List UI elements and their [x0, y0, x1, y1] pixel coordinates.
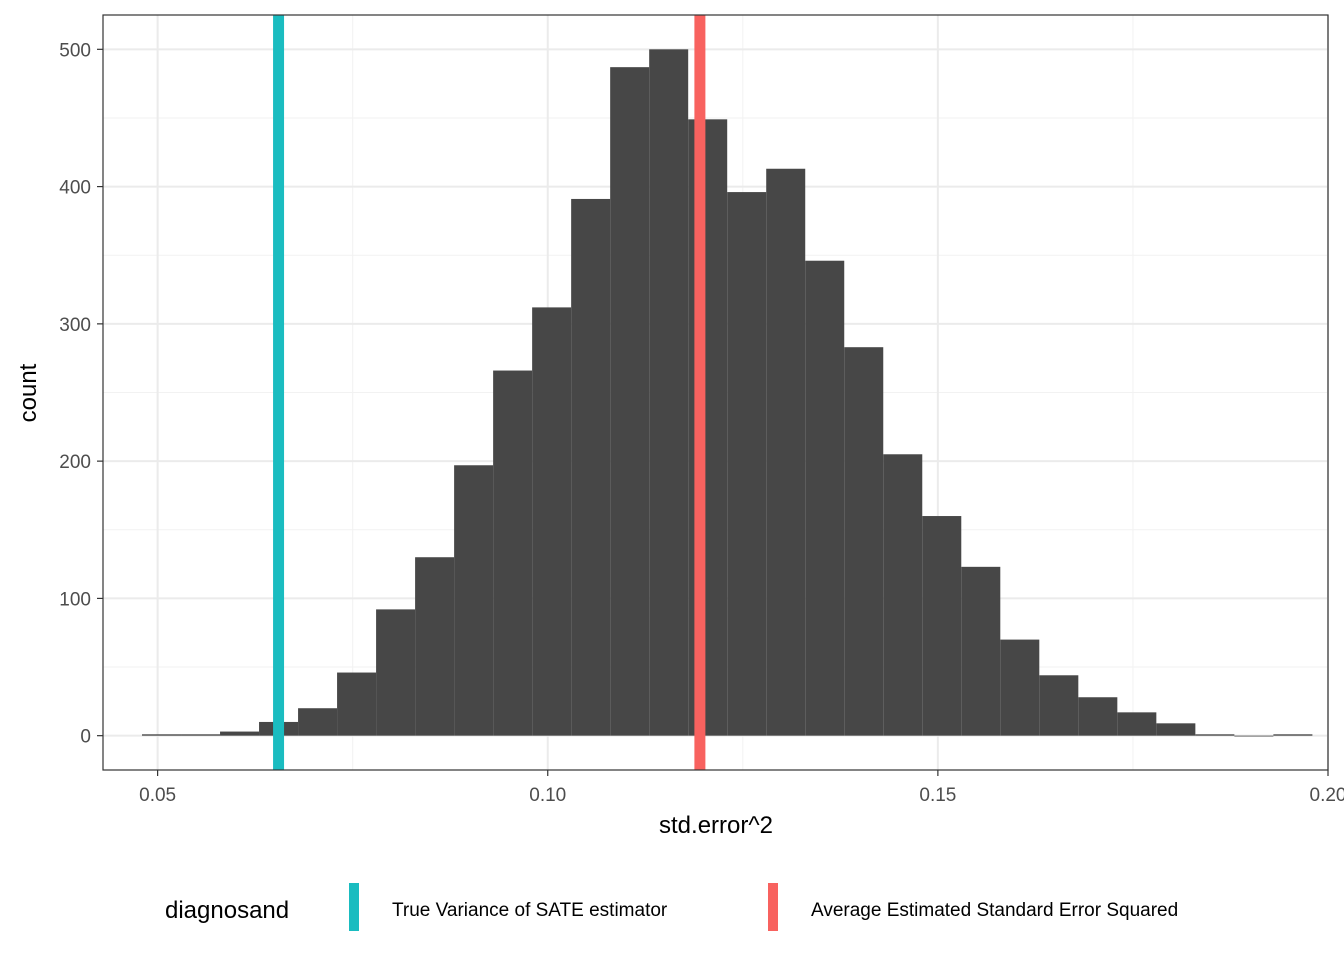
- reference-lines: [273, 15, 706, 770]
- y-tick-label: 0: [80, 727, 91, 748]
- x-tick-label: 0.20: [1310, 785, 1344, 806]
- x-tick-label: 0.15: [919, 785, 956, 806]
- histogram-bar: [1117, 712, 1157, 736]
- x-axis-ticks: 0.05 0.10 0.15 0.20: [139, 770, 1344, 806]
- y-tick-label: 300: [59, 315, 91, 336]
- histogram-bar: [1234, 735, 1274, 737]
- histogram-bar: [883, 454, 923, 736]
- histogram-bar: [493, 370, 533, 736]
- histogram-bar: [1273, 734, 1313, 736]
- histogram-bar: [298, 708, 338, 736]
- histogram-bar: [532, 307, 572, 736]
- x-tick-label: 0.05: [139, 785, 176, 806]
- histogram-bar: [220, 731, 260, 736]
- histogram-bar: [1000, 639, 1040, 736]
- histogram-bar: [961, 566, 1001, 736]
- y-tick-label: 100: [59, 589, 91, 610]
- y-tick-label: 400: [59, 178, 91, 199]
- histogram-bar: [727, 192, 767, 736]
- y-axis-ticks: 0 100 200 300 400 500: [59, 40, 103, 748]
- legend-label-true-variance: True Variance of SATE estimator: [392, 900, 668, 921]
- histogram-bar: [805, 260, 845, 736]
- y-tick-label: 500: [59, 40, 91, 61]
- legend-title: diagnosand: [165, 897, 289, 924]
- histogram-bar: [1156, 723, 1196, 736]
- histogram-bar: [337, 672, 377, 736]
- histogram-bar: [766, 168, 806, 736]
- y-tick-label: 200: [59, 452, 91, 473]
- histogram-bar: [922, 516, 962, 736]
- x-tick-label: 0.10: [529, 785, 566, 806]
- histogram-bar: [181, 734, 221, 736]
- histogram-bar: [415, 557, 455, 736]
- plot-panel-border: [102, 14, 1329, 771]
- histogram-bar: [688, 119, 728, 736]
- legend-key-average-se-squared: [768, 883, 778, 931]
- histogram-bar: [454, 465, 494, 736]
- legend-key-true-variance: [349, 883, 359, 931]
- histogram-bar: [610, 67, 650, 736]
- histogram-bar: [844, 347, 884, 736]
- histogram-bar: [376, 609, 416, 736]
- histogram-bar: [142, 734, 182, 736]
- histogram-bar: [1039, 675, 1079, 736]
- histogram-bar: [1195, 734, 1235, 736]
- histogram-bar: [649, 49, 689, 736]
- histogram-bar: [1078, 697, 1118, 736]
- y-axis-title: count: [15, 363, 42, 422]
- x-axis-title: std.error^2: [659, 812, 773, 839]
- legend-label-average-se-squared: Average Estimated Standard Error Squared: [811, 900, 1178, 921]
- histogram-bars: [142, 49, 1313, 737]
- histogram-bar: [571, 198, 611, 736]
- legend: diagnosand True Variance of SATE estimat…: [165, 883, 1178, 931]
